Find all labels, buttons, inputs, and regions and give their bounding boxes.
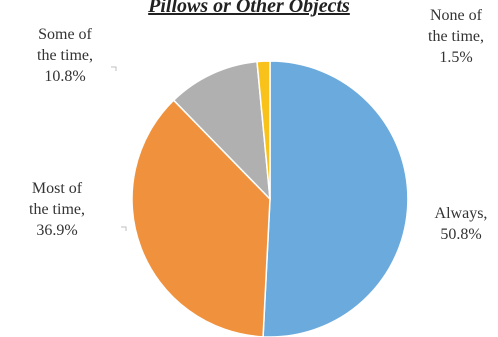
- leader-lines: [111, 66, 127, 231]
- slice-label-most: Most of the time, 36.9%: [2, 178, 112, 241]
- slice-label-none: None of the time, 1.5%: [412, 5, 498, 68]
- pie-slices: [131, 60, 409, 337]
- leader-line-most: [121, 226, 127, 231]
- slice-label-most-line-1: Most of: [31, 180, 83, 197]
- chart-title: Pillows or Other Objects: [148, 0, 350, 17]
- slice-label-some-line-3: 10.8%: [44, 68, 86, 85]
- slice-label-some: Some of the time, 10.8%: [18, 24, 112, 87]
- leader-line-some: [111, 66, 117, 71]
- slice-label-some-line-1: Some of: [38, 26, 92, 43]
- slice-label-always-line-2: 50.8%: [440, 226, 482, 243]
- slice-label-most-line-2: the time,: [29, 201, 85, 218]
- pie-slice-none: [256, 60, 271, 200]
- slice-label-always-line-1: Always,: [434, 205, 488, 222]
- slice-label-most-line-3: 36.9%: [36, 222, 78, 239]
- pie-slice-some: [172, 60, 271, 200]
- pie-slice-always: [262, 60, 409, 337]
- slice-label-some-line-2: the time,: [37, 47, 93, 64]
- slice-label-none-line-1: None of: [430, 7, 482, 24]
- slice-label-none-line-3: 1.5%: [439, 49, 473, 66]
- slice-label-always: Always, 50.8%: [424, 203, 498, 245]
- pie-slice-most: [131, 99, 271, 337]
- slice-label-none-line-2: the time,: [428, 28, 484, 45]
